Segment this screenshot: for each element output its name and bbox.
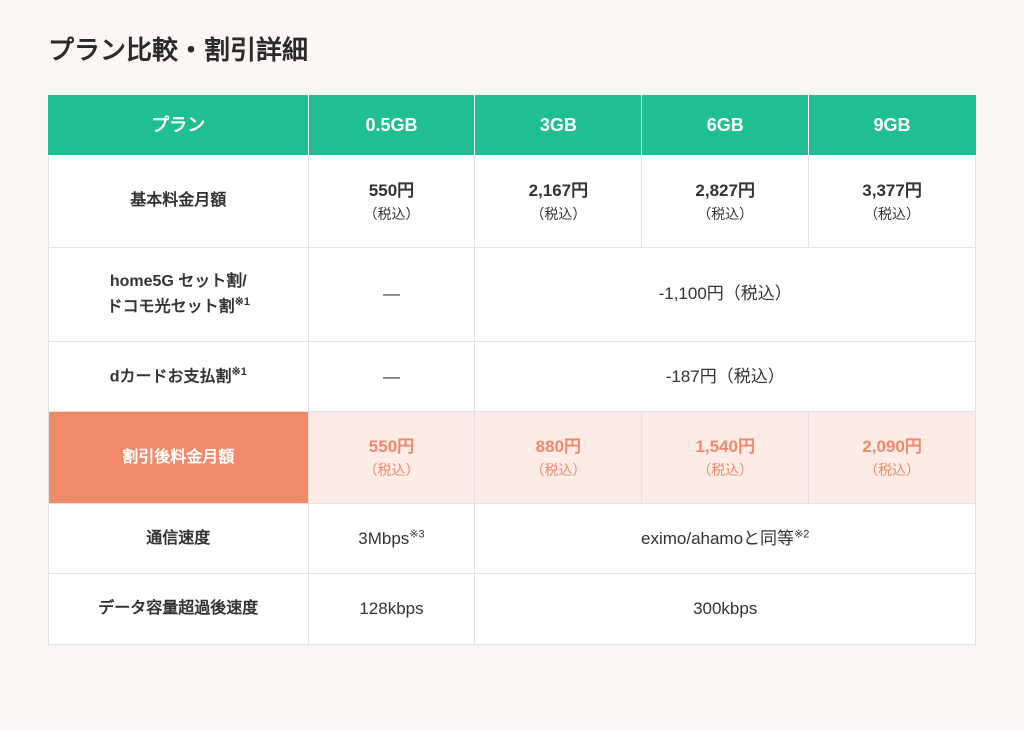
cell-disc-6gb: 1,540円 （税込） (642, 412, 809, 504)
price-sub: （税込） (817, 204, 967, 225)
footnote-ref: ※2 (794, 528, 809, 540)
label-line1: home5G セット割/ (110, 273, 247, 290)
cell-disc-0-5gb: 550円 （税込） (308, 412, 475, 504)
row-speed: 通信速度 3Mbps※3 eximo/ahamoと同等※2 (49, 503, 976, 574)
price-main: 2,167円 (483, 178, 633, 204)
cell-disc-9gb: 2,090円 （税込） (809, 412, 976, 504)
price-sub: （税込） (817, 460, 967, 481)
header-plan: プラン (49, 96, 309, 156)
cell-base-3gb: 2,167円 （税込） (475, 156, 642, 248)
cell-base-6gb: 2,827円 （税込） (642, 156, 809, 248)
cell-dcard-merged: -187円（税込） (475, 341, 976, 412)
cell-set-0-5gb: ― (308, 247, 475, 341)
row-overage-speed: データ容量超過後速度 128kbps 300kbps (49, 574, 976, 645)
price-main: 880円 (483, 434, 633, 460)
cell-base-9gb: 3,377円 （税込） (809, 156, 976, 248)
price-sub: （税込） (650, 204, 800, 225)
label-speed: 通信速度 (49, 503, 309, 574)
row-base-price: 基本料金月額 550円 （税込） 2,167円 （税込） 2,827円 （税込）… (49, 156, 976, 248)
header-0-5gb: 0.5GB (308, 96, 475, 156)
price-main: 550円 (317, 178, 467, 204)
price-main: 3,377円 (817, 178, 967, 204)
price-sub: （税込） (317, 204, 467, 225)
cell-speed-merged: eximo/ahamoと同等※2 (475, 503, 976, 574)
cell-set-merged: -1,100円（税込） (475, 247, 976, 341)
price-main: 550円 (317, 434, 467, 460)
cell-overage-0-5gb: 128kbps (308, 574, 475, 645)
label-set-discount: home5G セット割/ ドコモ光セット割※1 (49, 247, 309, 341)
cell-disc-3gb: 880円 （税込） (475, 412, 642, 504)
row-discounted-price: 割引後料金月額 550円 （税込） 880円 （税込） 1,540円 （税込） … (49, 412, 976, 504)
table-header-row: プラン 0.5GB 3GB 6GB 9GB (49, 96, 976, 156)
cell-overage-merged: 300kbps (475, 574, 976, 645)
price-sub: （税込） (650, 460, 800, 481)
footnote-ref: ※1 (235, 296, 250, 308)
row-set-discount: home5G セット割/ ドコモ光セット割※1 ― -1,100円（税込） (49, 247, 976, 341)
header-3gb: 3GB (475, 96, 642, 156)
price-main: 1,540円 (650, 434, 800, 460)
page-title: プラン比較・割引詳細 (48, 30, 976, 67)
price-main: 2,090円 (817, 434, 967, 460)
price-sub: （税込） (483, 460, 633, 481)
plan-comparison-table: プラン 0.5GB 3GB 6GB 9GB 基本料金月額 550円 （税込） 2… (48, 95, 976, 645)
label-base-price: 基本料金月額 (49, 156, 309, 248)
row-dcard-discount: dカードお支払割※1 ― -187円（税込） (49, 341, 976, 412)
price-sub: （税込） (483, 204, 633, 225)
header-9gb: 9GB (809, 96, 976, 156)
label-discounted: 割引後料金月額 (49, 412, 309, 504)
footnote-ref: ※3 (409, 528, 424, 540)
label-text: dカードお支払割 (110, 368, 232, 385)
speed-merged-value: eximo/ahamoと同等 (641, 529, 794, 548)
label-dcard-discount: dカードお支払割※1 (49, 341, 309, 412)
price-sub: （税込） (317, 460, 467, 481)
header-6gb: 6GB (642, 96, 809, 156)
cell-dcard-0-5gb: ― (308, 341, 475, 412)
footnote-ref: ※1 (231, 366, 246, 378)
speed-value: 3Mbps (358, 529, 409, 548)
cell-base-0-5gb: 550円 （税込） (308, 156, 475, 248)
label-overage: データ容量超過後速度 (49, 574, 309, 645)
price-main: 2,827円 (650, 178, 800, 204)
cell-speed-0-5gb: 3Mbps※3 (308, 503, 475, 574)
label-line2: ドコモ光セット割 (107, 298, 235, 315)
